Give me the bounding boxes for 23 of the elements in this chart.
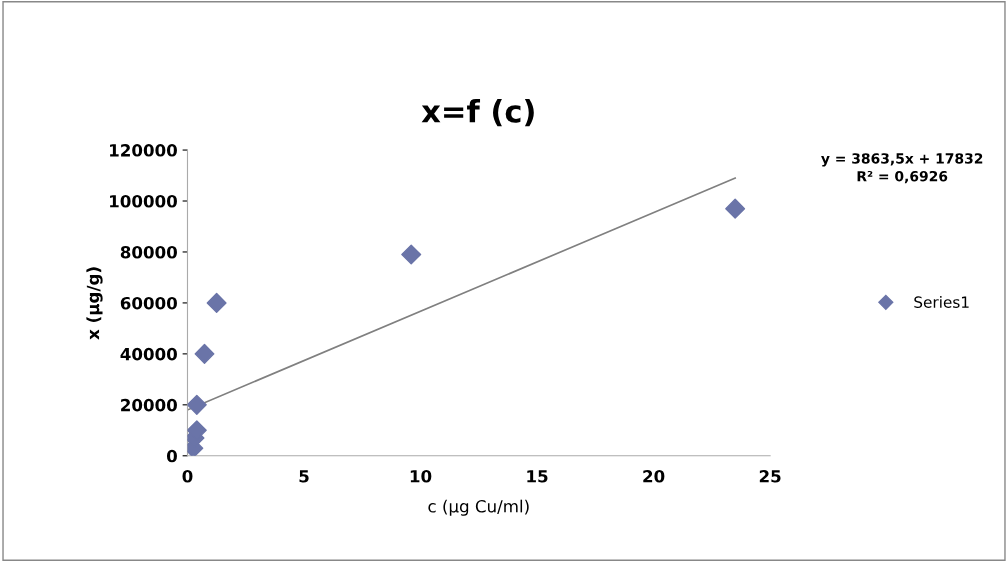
point bbox=[401, 244, 422, 265]
y-tick-label: 0 bbox=[166, 449, 177, 463]
y-tick-label: 60000 bbox=[120, 296, 177, 310]
x-tick-label: 10 bbox=[410, 469, 432, 483]
x-axis-title: c (µg Cu/ml) bbox=[428, 499, 529, 516]
point bbox=[206, 292, 227, 313]
text: y = 3863,5x + 17832 R² = 0,6926 bbox=[821, 153, 983, 184]
y-axis-title: x (µg/g) bbox=[86, 267, 103, 340]
x-tick-label: 0 bbox=[182, 469, 193, 483]
legend-label: Series1 bbox=[914, 296, 969, 308]
x-tick-label: 25 bbox=[759, 469, 781, 483]
y-tick-label: 40000 bbox=[120, 347, 177, 361]
y-tick-label: 120000 bbox=[110, 144, 177, 157]
point bbox=[194, 343, 215, 364]
x-tick-label: 5 bbox=[299, 470, 309, 483]
x-tick-label: 15 bbox=[527, 470, 548, 483]
point bbox=[187, 394, 207, 415]
y-tick-label: 20000 bbox=[121, 398, 177, 412]
point bbox=[725, 198, 746, 219]
x-tick-label: 20 bbox=[643, 469, 665, 483]
chart-title: x=f (c) bbox=[421, 99, 534, 127]
y-tick-label: 80000 bbox=[120, 245, 177, 259]
y-tick-label: 100000 bbox=[110, 194, 177, 208]
